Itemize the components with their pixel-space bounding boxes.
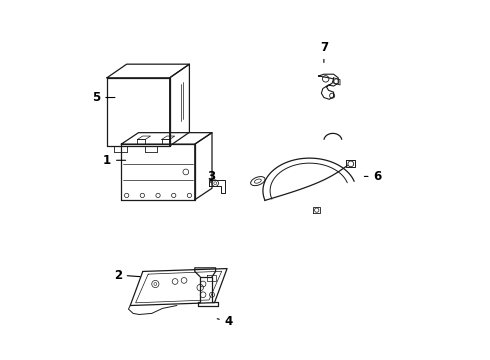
Text: 1: 1: [103, 154, 125, 167]
Text: 3: 3: [207, 170, 215, 183]
Circle shape: [214, 182, 217, 185]
Text: 4: 4: [217, 315, 233, 328]
Text: 2: 2: [114, 269, 140, 282]
Text: 7: 7: [320, 41, 328, 63]
Text: 5: 5: [92, 91, 115, 104]
Circle shape: [154, 283, 157, 285]
Text: 6: 6: [365, 170, 382, 183]
